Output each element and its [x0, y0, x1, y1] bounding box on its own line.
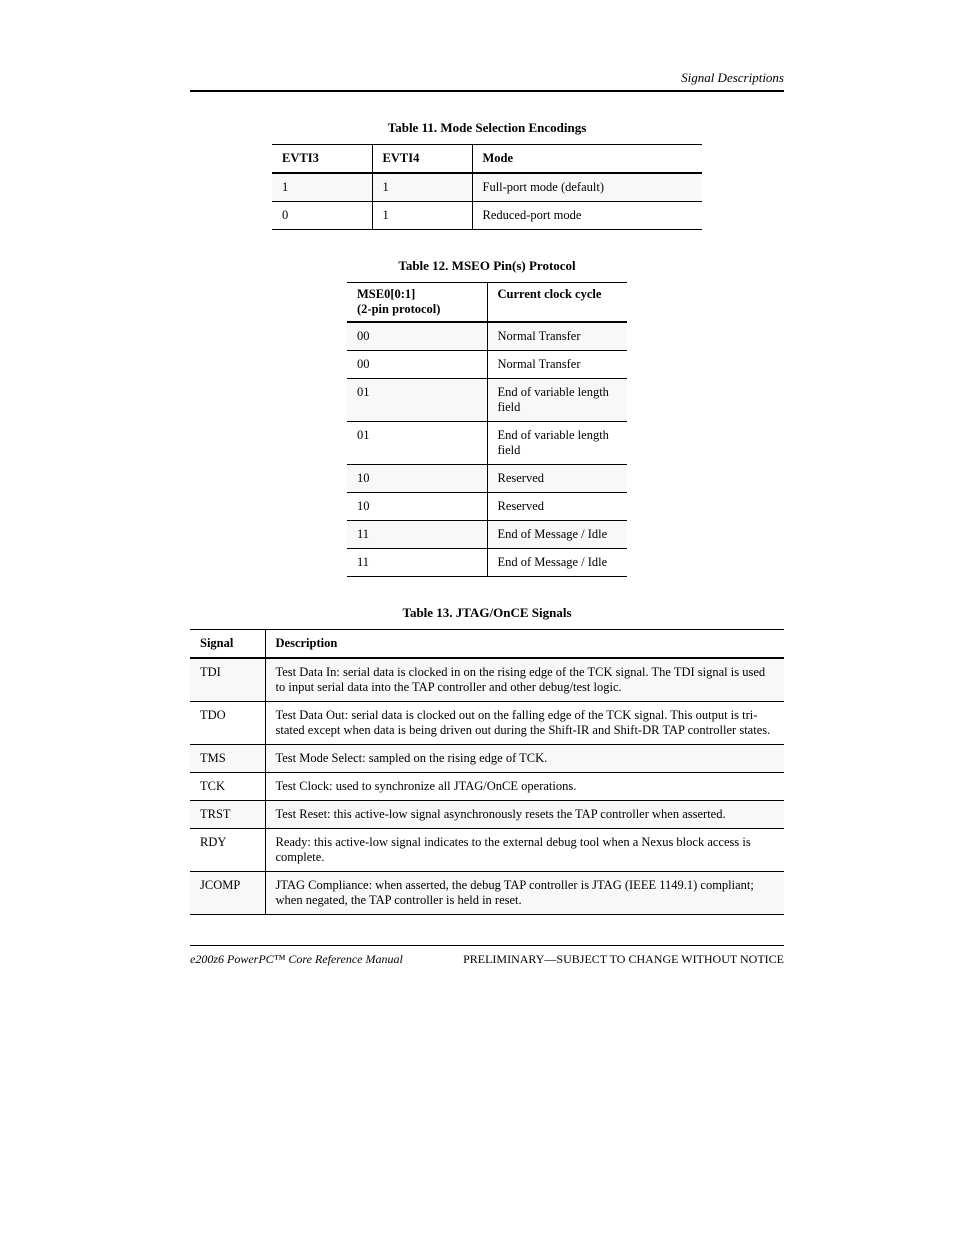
page-footer: e200z6 PowerPC™ Core Reference Manual PR… [190, 945, 784, 967]
table-row: TCKTest Clock: used to synchronize all J… [190, 773, 784, 801]
cell: 1 [372, 173, 472, 202]
footer-right: PRELIMINARY—SUBJECT TO CHANGE WITHOUT NO… [463, 952, 784, 967]
page-header: Signal Descriptions [190, 70, 784, 92]
cell: 01 [347, 422, 487, 465]
table2-col1-bottom: Current clock cycle [498, 287, 602, 301]
table3-col0: Signal [190, 630, 265, 659]
page: Signal Descriptions Table 11. Mode Selec… [0, 0, 954, 1027]
cell: 1 [272, 173, 372, 202]
table2-head-left: MSE0[0:1] (2-pin protocol) [347, 283, 487, 323]
table1-col2: Mode [472, 145, 702, 174]
cell: 00 [347, 322, 487, 351]
cell: 01 [347, 379, 487, 422]
table-row: 11End of Message / Idle [347, 549, 627, 577]
table-row: TDOTest Data Out: serial data is clocked… [190, 702, 784, 745]
table-jtag-signals: Signal Description TDITest Data In: seri… [190, 629, 784, 915]
cell: TCK [190, 773, 265, 801]
header-text: Signal Descriptions [681, 70, 784, 85]
cell: Full-port mode (default) [472, 173, 702, 202]
table1-col0: EVTI3 [272, 145, 372, 174]
cell: Reserved [487, 493, 627, 521]
table-row: 10Reserved [347, 465, 627, 493]
cell: End of variable length field [487, 422, 627, 465]
table-row: RDYReady: this active-low signal indicat… [190, 829, 784, 872]
cell: JTAG Compliance: when asserted, the debu… [265, 872, 784, 915]
cell: Test Data In: serial data is clocked in … [265, 658, 784, 702]
table2-col0-bottom: (2-pin protocol) [357, 302, 440, 316]
table2-col0-top: MSE0[0:1] [357, 287, 415, 301]
cell: Test Reset: this active-low signal async… [265, 801, 784, 829]
cell: Ready: this active-low signal indicates … [265, 829, 784, 872]
cell: Test Mode Select: sampled on the rising … [265, 745, 784, 773]
cell: TMS [190, 745, 265, 773]
cell: 0 [272, 202, 372, 230]
table-mode-selection: EVTI3 EVTI4 Mode 1 1 Full-port mode (def… [272, 144, 702, 230]
cell: TRST [190, 801, 265, 829]
cell: TDO [190, 702, 265, 745]
cell: RDY [190, 829, 265, 872]
cell: 10 [347, 493, 487, 521]
cell: Test Data Out: serial data is clocked ou… [265, 702, 784, 745]
cell: Test Clock: used to synchronize all JTAG… [265, 773, 784, 801]
cell: JCOMP [190, 872, 265, 915]
cell: Reserved [487, 465, 627, 493]
table-row: 00Normal Transfer [347, 322, 627, 351]
table-row: 00Normal Transfer [347, 351, 627, 379]
cell: End of Message / Idle [487, 521, 627, 549]
cell: Normal Transfer [487, 322, 627, 351]
table-mseo-protocol: MSE0[0:1] (2-pin protocol) Current clock… [347, 282, 627, 577]
table1-col1: EVTI4 [372, 145, 472, 174]
table-row: 1 1 Full-port mode (default) [272, 173, 702, 202]
table-row: 01End of variable length field [347, 422, 627, 465]
footer-left: e200z6 PowerPC™ Core Reference Manual [190, 952, 403, 967]
cell: 1 [372, 202, 472, 230]
cell: End of Message / Idle [487, 549, 627, 577]
cell: 11 [347, 521, 487, 549]
table3-col1: Description [265, 630, 784, 659]
table2-title: Table 12. MSEO Pin(s) Protocol [190, 258, 784, 274]
table-row: TMSTest Mode Select: sampled on the risi… [190, 745, 784, 773]
cell: TDI [190, 658, 265, 702]
cell: 10 [347, 465, 487, 493]
table-row: 0 1 Reduced-port mode [272, 202, 702, 230]
table-row: TDITest Data In: serial data is clocked … [190, 658, 784, 702]
table-row: TRSTTest Reset: this active-low signal a… [190, 801, 784, 829]
table3-title: Table 13. JTAG/OnCE Signals [190, 605, 784, 621]
table-row: JCOMPJTAG Compliance: when asserted, the… [190, 872, 784, 915]
cell: Reduced-port mode [472, 202, 702, 230]
table2-head-right: Current clock cycle [487, 283, 627, 323]
cell: 11 [347, 549, 487, 577]
table-row: 01End of variable length field [347, 379, 627, 422]
table1-title: Table 11. Mode Selection Encodings [190, 120, 784, 136]
table-row: 11End of Message / Idle [347, 521, 627, 549]
table-row: 10Reserved [347, 493, 627, 521]
cell: End of variable length field [487, 379, 627, 422]
cell: Normal Transfer [487, 351, 627, 379]
cell: 00 [347, 351, 487, 379]
